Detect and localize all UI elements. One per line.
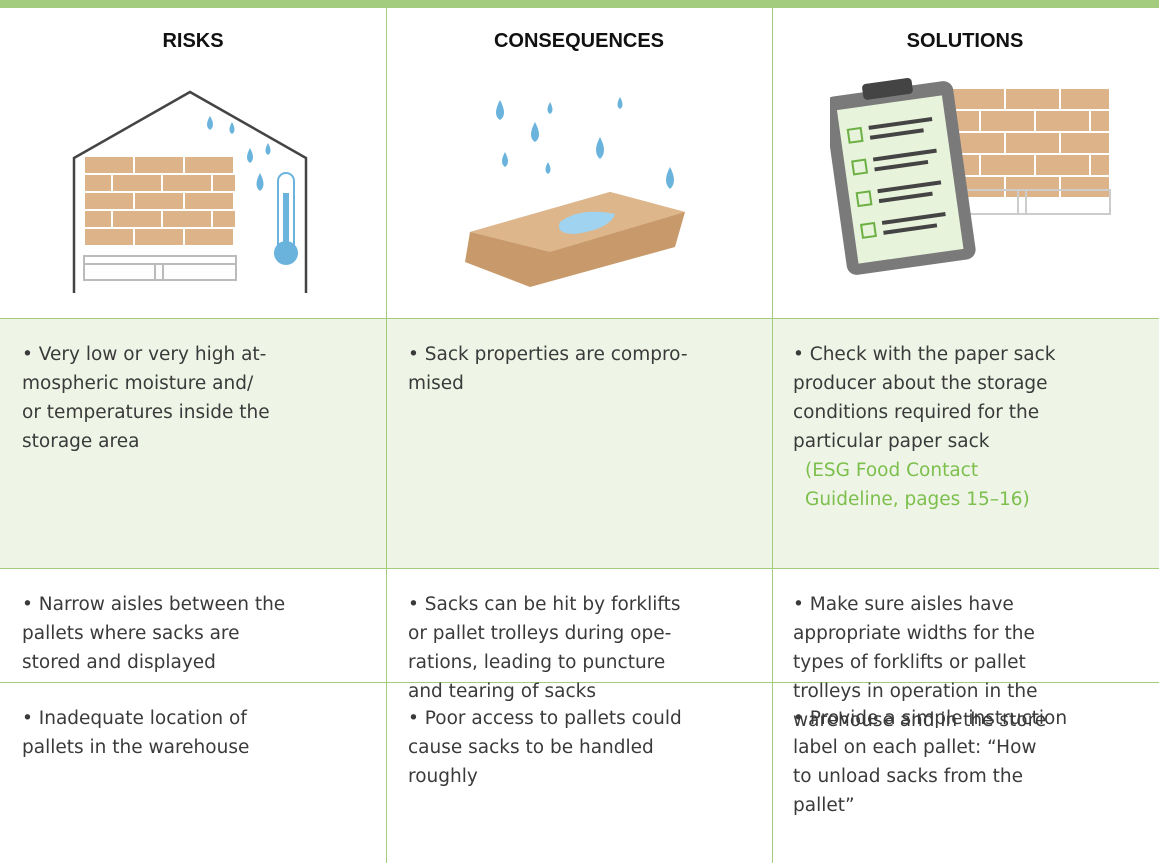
cell-text-line: rations, leading to puncture [408,652,666,673]
table-cell: • Poor access to pallets could cause sack… [408,704,682,791]
column-divider [772,8,773,863]
cell-text-line: particular paper sack [793,431,990,452]
cell-text-line: • Poor access to pallets could [408,708,682,729]
table-cell: • Sacks can be hit by forklifts or pallet… [408,590,680,706]
cell-text-line: or pallet trolleys during ope- [408,623,672,644]
cell-text-line: to unload sacks from the [793,766,1023,787]
top-bar [0,0,1159,8]
cell-text-line: appropriate widths for the [793,623,1035,644]
cell-text-line: producer about the storage [793,373,1048,394]
table-cell: • Check with the paper sack producer abou… [793,340,1056,514]
table-cell: • Very low or very high at-mospheric moi… [22,340,270,456]
cell-text-line: pallet” [793,795,855,816]
cell-text-line: trolleys in operation in the [793,681,1038,702]
cell-text-line: • Very low or very high at- [22,344,267,365]
cell-text-line: and tearing of sacks [408,681,596,702]
reference-link-line[interactable]: Guideline, pages 15–16) [805,489,1030,510]
table-cell: • Sack properties are compro-mised [408,340,688,398]
cell-text-line: • Inadequate location of [22,708,247,729]
cell-text-line: pallets where sacks are [22,623,240,644]
table-cell: • Provide a simple instruction label on e… [793,704,1067,820]
row-divider [0,318,1159,319]
column-header: RISKS [162,30,224,52]
table-cell: • Narrow aisles between the pallets where… [22,590,285,677]
cell-text-line: roughly [408,766,478,787]
cell-text-line: mised [408,373,464,394]
cell-text-line: types of forklifts or pallet [793,652,1026,673]
table-cell: • Inadequate location of pallets in the w… [22,704,249,762]
row-divider [0,568,1159,569]
cell-text-line: • Sacks can be hit by forklifts [408,594,681,615]
column-divider [386,8,387,863]
cell-text-line: mospheric moisture and/ [22,373,254,394]
cell-text-line: storage area [22,431,140,452]
cell-text-line: • Make sure aisles have [793,594,1014,615]
cell-text-line: stored and displayed [22,652,216,673]
cell-text-line: or temperatures inside the [22,402,270,423]
cell-text-line: label on each pallet: “How [793,737,1037,758]
cell-text-line: • Check with the paper sack [793,344,1056,365]
column-header: CONSEQUENCES [493,30,665,52]
reference-link-line[interactable]: (ESG Food Contact [805,460,979,481]
cell-text-line: conditions required for the [793,402,1040,423]
cell-text-line: • Provide a simple instruction [793,708,1068,729]
cell-text-line: cause sacks to be handled [408,737,654,758]
column-header: SOLUTIONS [906,30,1024,52]
row-highlight [0,318,1159,568]
table-cell: • Make sure aisles have appropriate width… [793,590,1046,735]
cell-text-line: • Narrow aisles between the [22,594,286,615]
row-divider [0,682,1159,683]
cell-text-line: warehouse and in the store [793,710,1047,731]
cell-text-line: • Sack properties are compro- [408,344,688,365]
wet-sack-illustration [465,97,685,287]
checklist-illustration [830,77,1111,275]
cell-text-line: pallets in the warehouse [22,737,250,758]
warehouse-illustration [72,90,308,293]
